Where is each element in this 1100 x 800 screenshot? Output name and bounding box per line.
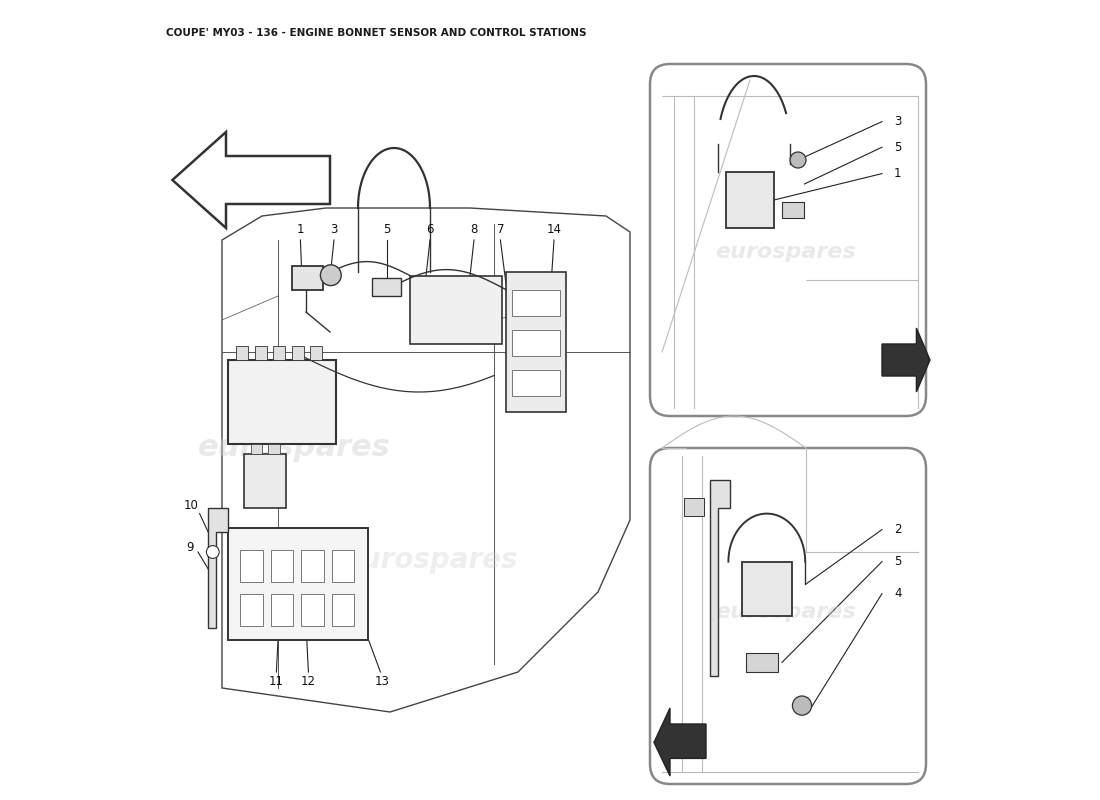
Bar [236, 346, 249, 360]
Text: 14: 14 [547, 223, 561, 236]
Text: 3: 3 [894, 115, 901, 128]
Text: eurospares: eurospares [342, 546, 518, 574]
Text: 11: 11 [268, 675, 284, 688]
Text: 5: 5 [894, 141, 901, 154]
Bar [331, 594, 354, 626]
Text: eurospares: eurospares [716, 602, 857, 622]
Bar [742, 562, 792, 616]
Bar [726, 172, 774, 228]
Bar [373, 278, 402, 296]
Bar [244, 454, 286, 508]
Bar [513, 370, 560, 396]
Text: 5: 5 [383, 223, 390, 236]
Text: 6: 6 [427, 223, 433, 236]
Bar [229, 528, 368, 640]
Text: eurospares: eurospares [716, 242, 857, 262]
Bar [506, 272, 566, 412]
Text: 7: 7 [496, 223, 504, 236]
Text: 3: 3 [330, 223, 338, 236]
Circle shape [320, 265, 341, 286]
Polygon shape [173, 132, 330, 228]
Circle shape [792, 696, 812, 715]
Text: 12: 12 [301, 675, 316, 688]
Bar [268, 444, 279, 454]
Bar [251, 444, 262, 454]
Bar [513, 290, 560, 316]
Text: 2: 2 [894, 523, 902, 536]
Bar [331, 550, 354, 582]
Bar [782, 202, 804, 218]
Polygon shape [208, 508, 229, 628]
Bar [271, 594, 294, 626]
Polygon shape [654, 708, 706, 776]
Bar [293, 266, 322, 290]
Text: 1: 1 [297, 223, 304, 236]
Text: 13: 13 [375, 675, 389, 688]
Bar [513, 330, 560, 356]
Text: COUPE' MY03 - 136 - ENGINE BONNET SENSOR AND CONTROL STATIONS: COUPE' MY03 - 136 - ENGINE BONNET SENSOR… [166, 28, 586, 38]
Text: eurospares: eurospares [198, 434, 390, 462]
Bar [310, 346, 322, 360]
FancyBboxPatch shape [650, 448, 926, 784]
Text: 5: 5 [894, 555, 901, 568]
Bar [683, 498, 704, 516]
Bar [241, 550, 263, 582]
Circle shape [790, 152, 806, 168]
Bar [301, 550, 323, 582]
Bar [241, 594, 263, 626]
Polygon shape [710, 480, 730, 676]
Bar [273, 346, 285, 360]
Circle shape [207, 546, 219, 558]
Text: 8: 8 [471, 223, 477, 236]
Text: 1: 1 [894, 167, 902, 180]
Text: 4: 4 [894, 587, 902, 600]
Bar [301, 594, 323, 626]
Bar [255, 346, 267, 360]
Bar [271, 550, 294, 582]
Text: 10: 10 [184, 499, 199, 512]
Polygon shape [882, 328, 930, 392]
FancyBboxPatch shape [650, 64, 926, 416]
Text: 9: 9 [186, 541, 194, 554]
Bar [292, 346, 304, 360]
Bar [746, 653, 778, 672]
Bar [410, 276, 502, 344]
Bar [229, 360, 337, 444]
